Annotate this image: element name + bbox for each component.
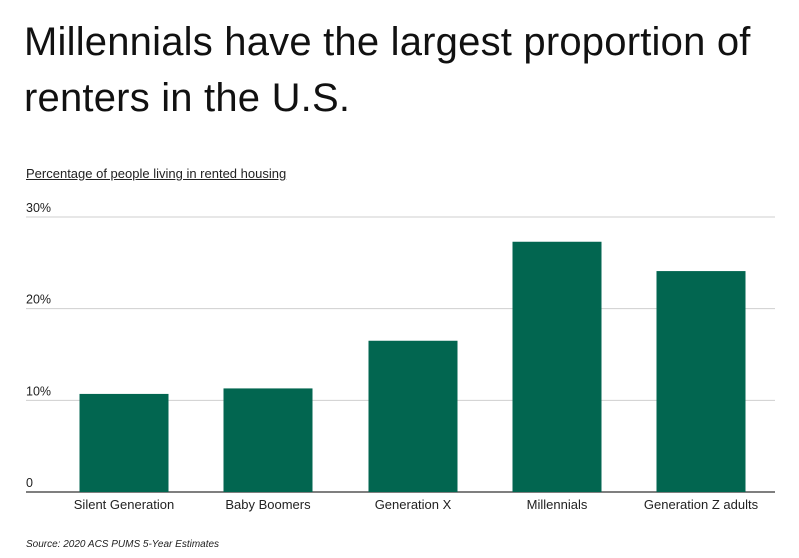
source-note: Source: 2020 ACS PUMS 5-Year Estimates (26, 539, 220, 550)
chart-subtitle: Percentage of people living in rented ho… (26, 166, 287, 181)
y-axis-ticks: 0 10% 20% 30% (26, 201, 51, 490)
x-category-label: Baby Boomers (225, 497, 311, 512)
x-category-label: Generation X (375, 497, 452, 512)
x-category-label: Silent Generation (74, 497, 174, 512)
x-axis-labels: Silent Generation Baby Boomers Generation … (74, 497, 759, 512)
y-tick-label: 30% (26, 201, 51, 215)
bar (79, 393, 169, 492)
y-tick-label: 10% (26, 384, 51, 398)
bars (79, 241, 746, 492)
bar (656, 271, 746, 492)
bar (368, 340, 458, 492)
y-tick-label: 20% (26, 293, 51, 307)
bar (223, 388, 313, 492)
x-category-label: Generation Z adults (644, 497, 759, 512)
chart-title: Millennials have the largest proportion … (24, 20, 751, 120)
x-category-label: Millennials (527, 497, 588, 512)
y-tick-label: 0 (26, 476, 33, 490)
bar (512, 241, 602, 492)
